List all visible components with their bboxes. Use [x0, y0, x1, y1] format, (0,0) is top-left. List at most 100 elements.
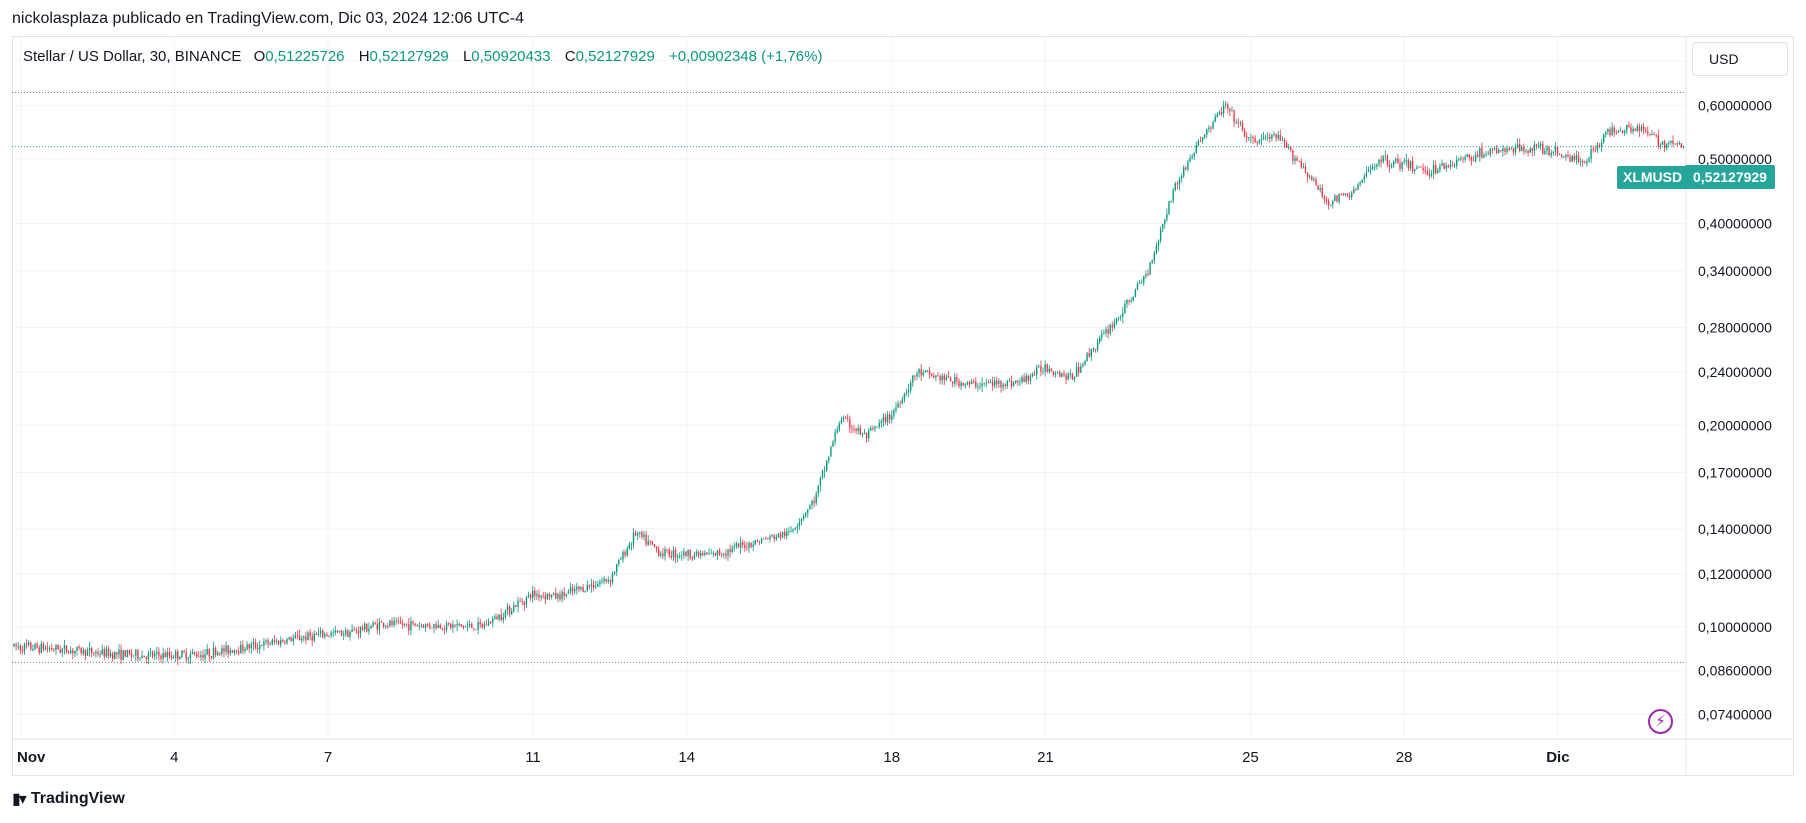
candle: [1290, 145, 1292, 153]
candle: [1134, 288, 1137, 298]
candle: [366, 623, 368, 633]
candle-body: [143, 655, 145, 658]
candle: [513, 601, 515, 613]
candle-body: [80, 647, 82, 654]
candle: [1535, 143, 1538, 150]
candle-body: [1556, 146, 1559, 155]
low-label: L: [462, 48, 472, 65]
candle: [1378, 159, 1380, 168]
currency-button[interactable]: USD: [1692, 42, 1788, 76]
candle: [918, 368, 920, 378]
candle: [181, 649, 183, 659]
candle-body: [366, 623, 368, 632]
candle: [1172, 187, 1174, 204]
candle: [876, 426, 878, 428]
candle: [1151, 259, 1153, 265]
candle-body: [1544, 150, 1546, 154]
candle: [387, 623, 389, 630]
candle: [441, 627, 444, 631]
candle: [1069, 369, 1071, 379]
candle: [158, 647, 160, 661]
candle-body: [798, 522, 801, 527]
candle: [1468, 153, 1470, 161]
candle: [477, 617, 479, 635]
candle-body: [15, 644, 17, 647]
candle: [662, 548, 664, 560]
candle: [166, 647, 168, 662]
published-by-line: nickolasplaza publicado en TradingView.c…: [12, 10, 524, 27]
candle-body: [1044, 364, 1046, 372]
candle-body: [1193, 152, 1195, 157]
candle-body: [1073, 376, 1076, 380]
candle: [1294, 155, 1296, 165]
candle-body: [231, 650, 234, 653]
candle-body: [815, 493, 817, 504]
candle-body: [729, 549, 731, 553]
candle-body: [687, 549, 689, 556]
candle-body: [1246, 136, 1248, 138]
candle: [1113, 318, 1116, 330]
candle-body: [1336, 195, 1338, 202]
candle: [88, 641, 91, 657]
candle: [1107, 324, 1109, 339]
time-axis: Nov 4 7 11 14 18 21 25 28 Dic: [17, 749, 1570, 766]
candle-body: [853, 429, 855, 430]
candle-body: [1592, 149, 1594, 150]
candle: [855, 427, 857, 435]
candle: [1021, 375, 1023, 384]
candle-body: [154, 653, 156, 657]
candle: [1645, 126, 1647, 134]
lightning-icon[interactable]: ⚡: [1648, 709, 1673, 734]
candle: [1275, 133, 1277, 142]
candle: [616, 563, 618, 577]
candle-body: [471, 624, 473, 629]
candle-body: [1256, 142, 1258, 144]
candle-body: [1059, 372, 1061, 377]
chart-frame[interactable]: [12, 36, 1794, 776]
candle: [731, 544, 733, 554]
candle-body: [181, 650, 183, 657]
candle-body: [1283, 140, 1286, 143]
candle-body: [1185, 167, 1187, 170]
candle-body: [1191, 156, 1193, 159]
candle-body: [1281, 140, 1284, 141]
candle: [1514, 143, 1517, 156]
candle: [313, 630, 315, 643]
candle: [889, 411, 891, 424]
candle: [1063, 369, 1065, 378]
candle-body: [597, 583, 599, 587]
candle-body: [435, 623, 437, 628]
candle-body: [322, 630, 324, 637]
candle-body: [189, 653, 192, 659]
candle: [1594, 145, 1596, 153]
candle-body: [857, 428, 859, 431]
candle: [987, 379, 990, 384]
candle: [1525, 148, 1527, 154]
candle: [340, 629, 343, 637]
candle-body: [735, 543, 738, 547]
candle: [1640, 124, 1643, 133]
candle-body: [918, 369, 920, 374]
candle-body: [943, 375, 945, 380]
candle: [1529, 147, 1531, 153]
candle: [1527, 149, 1529, 157]
candle-body: [217, 652, 219, 656]
candle: [1002, 382, 1004, 391]
candle: [1426, 166, 1428, 176]
candle: [443, 625, 446, 635]
candle-body: [380, 622, 383, 623]
x-tick-label: 25: [1242, 749, 1259, 766]
footer-brand[interactable]: ▮▾ TradingView: [12, 789, 125, 809]
candle: [578, 585, 580, 593]
candle-body: [622, 551, 624, 560]
candle-body: [506, 606, 509, 611]
candle: [431, 627, 433, 629]
candle: [193, 651, 196, 656]
candle: [952, 381, 954, 388]
candle: [1435, 160, 1437, 175]
candle: [1338, 193, 1340, 205]
candle: [427, 623, 429, 628]
x-tick-label: 7: [324, 749, 332, 766]
candle-body: [1180, 176, 1183, 179]
